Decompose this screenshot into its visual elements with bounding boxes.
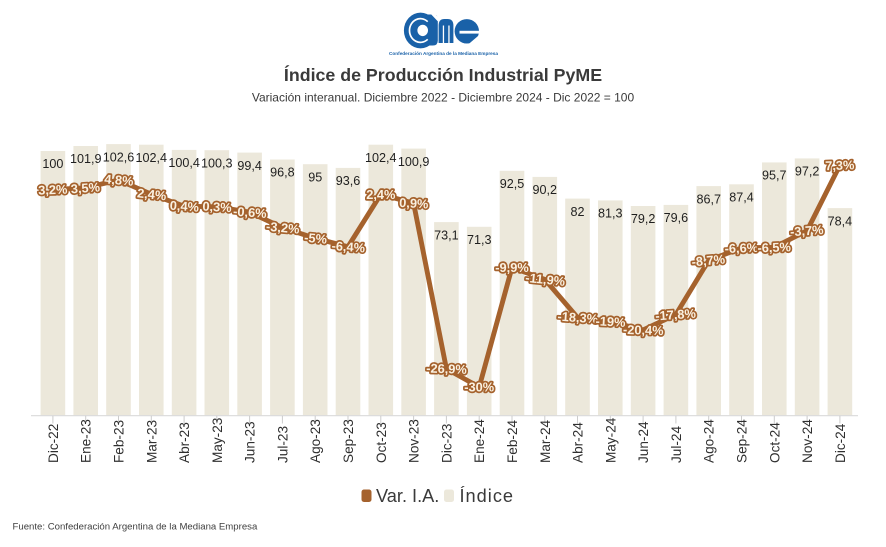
svg-text:81,3: 81,3 [598,207,623,221]
svg-text:-20,4%: -20,4% [623,322,665,338]
svg-text:Dic-22: Dic-22 [46,424,61,463]
svg-text:Abr-24: Abr-24 [571,422,586,463]
svg-text:100,3: 100,3 [201,156,233,170]
svg-text:99,4: 99,4 [237,159,262,173]
svg-text:92,5: 92,5 [500,177,525,191]
svg-text:-26,9%: -26,9% [426,360,468,376]
svg-text:4,8%: 4,8% [104,171,135,189]
svg-text:82: 82 [570,205,584,219]
svg-text:-3,7%: -3,7% [790,222,825,239]
svg-text:101,9: 101,9 [70,152,102,166]
svg-text:0,9%: 0,9% [399,195,430,212]
svg-text:Jul-24: Jul-24 [669,426,684,463]
svg-text:86,7: 86,7 [696,192,721,206]
svg-text:79,6: 79,6 [664,211,689,225]
svg-text:-30%: -30% [464,380,494,395]
svg-text:Dic-24: Dic-24 [833,423,848,463]
svg-text:-11,9%: -11,9% [525,270,567,289]
svg-text:Abr-23: Abr-23 [177,422,192,463]
svg-text:100,9: 100,9 [398,155,430,169]
svg-text:Mar-23: Mar-23 [144,420,159,463]
svg-text:-3,2%: -3,2% [265,219,300,237]
svg-text:90,2: 90,2 [533,183,558,197]
svg-text:78,4: 78,4 [828,214,853,228]
svg-text:Sep-23: Sep-23 [341,419,356,463]
svg-text:Jun-24: Jun-24 [636,421,651,463]
svg-text:79,2: 79,2 [631,212,656,226]
svg-text:-6,5%: -6,5% [757,239,792,255]
svg-text:-6,6%: -6,6% [724,240,759,256]
svg-text:Dic-23: Dic-23 [439,424,454,463]
svg-text:Variación interanual. Diciembr: Variación interanual. Diciembre 2022 - D… [252,91,635,105]
svg-text:2,4%: 2,4% [366,187,396,202]
svg-text:87,4: 87,4 [729,191,754,205]
svg-text:0,4%: 0,4% [169,198,200,215]
svg-text:-19%: -19% [595,313,626,330]
svg-text:-18,3%: -18,3% [557,309,599,327]
svg-text:-8,7%: -8,7% [691,251,726,269]
svg-text:Mar-24: Mar-24 [538,420,553,463]
svg-text:97,2: 97,2 [795,165,820,179]
svg-text:Var. I.A.: Var. I.A. [376,486,439,506]
svg-text:Índice: Índice [460,486,515,506]
svg-text:71,3: 71,3 [467,233,492,247]
svg-text:3,2%: 3,2% [38,182,68,198]
svg-text:-9,9%: -9,9% [495,260,529,275]
svg-text:Jun-23: Jun-23 [243,421,258,463]
svg-text:0,3%: 0,3% [202,199,233,216]
svg-text:100,4: 100,4 [168,156,200,170]
svg-text:3,5%: 3,5% [70,179,101,196]
svg-text:May-24: May-24 [603,417,618,463]
svg-text:May-23: May-23 [210,418,225,463]
svg-text:73,1: 73,1 [434,228,459,242]
svg-text:102,4: 102,4 [365,151,397,165]
svg-text:102,6: 102,6 [103,150,135,164]
svg-text:-6,4%: -6,4% [331,238,366,255]
svg-text:102,4: 102,4 [136,151,168,165]
svg-text:Oct-24: Oct-24 [767,422,782,463]
svg-text:2,4%: 2,4% [136,185,167,203]
svg-text:Ago-23: Ago-23 [308,419,323,463]
svg-text:Nov-24: Nov-24 [800,419,815,463]
svg-text:Feb-24: Feb-24 [505,419,520,463]
svg-text:7,3%: 7,3% [825,157,855,173]
svg-text:95: 95 [308,170,322,184]
svg-text:-0,6%: -0,6% [233,204,268,221]
svg-text:Jul-23: Jul-23 [275,426,290,463]
svg-text:Sep-24: Sep-24 [735,419,750,463]
svg-text:95,7: 95,7 [762,169,787,183]
svg-text:Confederación Argentina de la: Confederación Argentina de la Mediana Em… [389,51,498,56]
svg-text:96,8: 96,8 [270,166,295,180]
svg-text:Índice de Producción Industria: Índice de Producción Industrial PyME [284,64,602,85]
svg-text:Oct-23: Oct-23 [374,422,389,463]
svg-text:Fuente: Confederación Argentin: Fuente: Confederación Argentina de la Me… [13,522,258,533]
svg-text:Ago-24: Ago-24 [702,419,717,463]
svg-text:Ene-24: Ene-24 [472,419,487,463]
svg-text:Feb-23: Feb-23 [112,420,127,463]
svg-text:Ene-23: Ene-23 [79,419,94,463]
svg-text:-5%: -5% [304,230,329,247]
svg-text:93,6: 93,6 [336,174,361,188]
svg-text:-17,8%: -17,8% [655,306,697,324]
svg-text:100: 100 [42,157,63,171]
svg-text:Nov-23: Nov-23 [407,419,422,463]
